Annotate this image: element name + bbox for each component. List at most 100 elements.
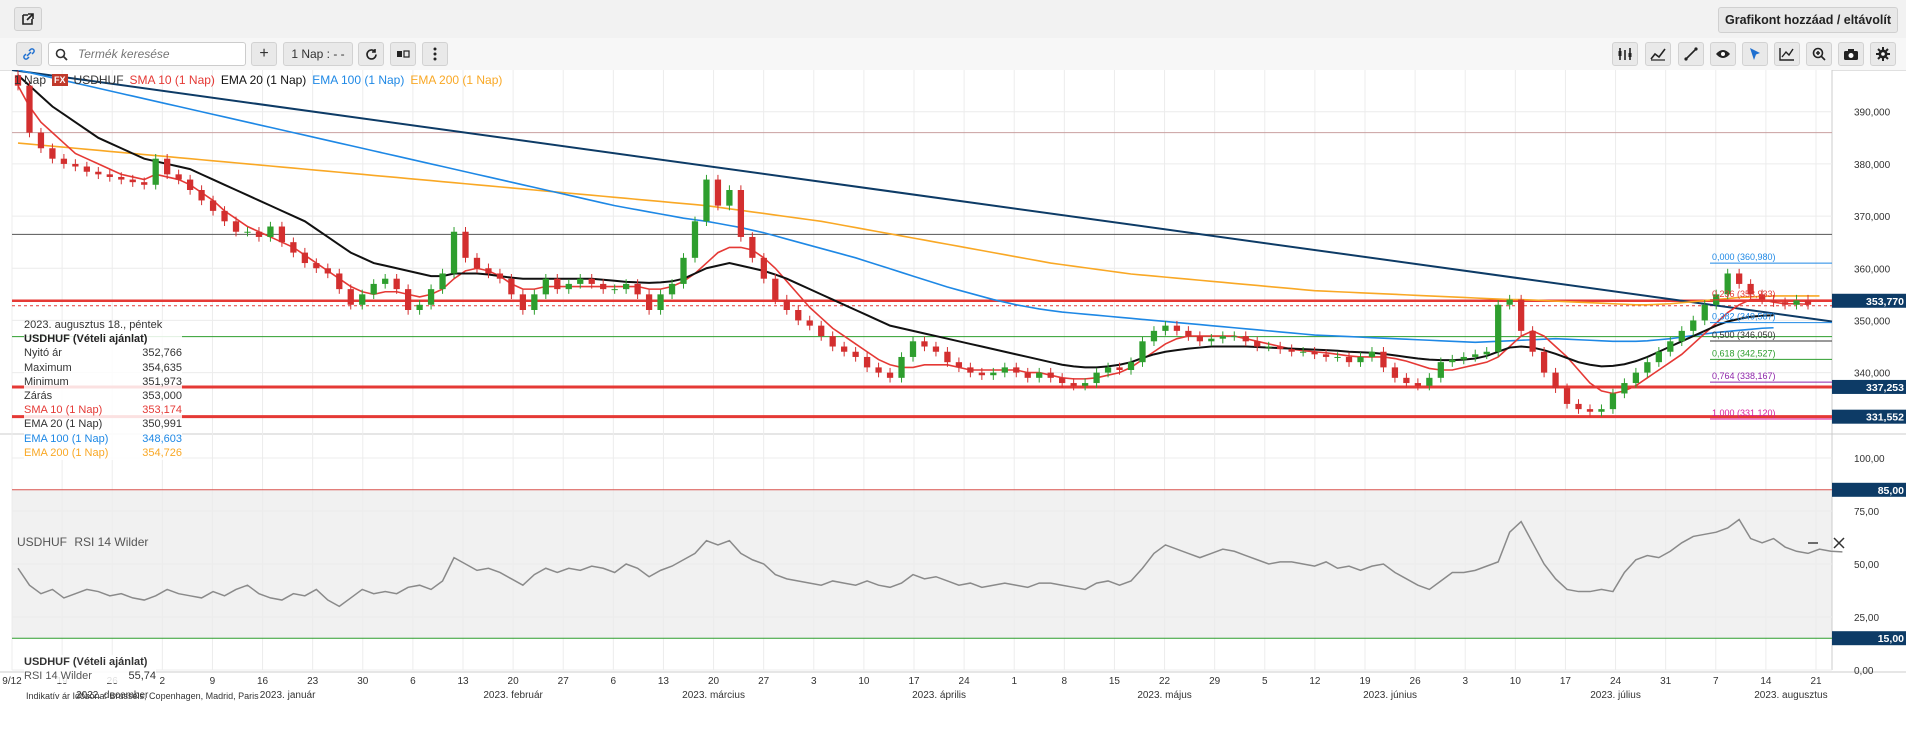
x-month-label: 2023. augusztus	[1754, 690, 1827, 701]
candle	[1242, 336, 1249, 342]
studies-icon	[1650, 48, 1666, 61]
popout-button[interactable]	[14, 7, 42, 31]
legend-ema20[interactable]: EMA 20 (1 Nap)	[220, 73, 307, 87]
candle	[175, 174, 182, 180]
candle	[932, 346, 940, 352]
current-price-badge: 353,770	[1866, 296, 1904, 308]
x-tick-label: 21	[1810, 676, 1822, 687]
candle	[990, 372, 997, 376]
candle	[955, 362, 963, 368]
candle	[1391, 367, 1399, 378]
more-button[interactable]	[422, 42, 448, 66]
indicators-button[interactable]	[1612, 42, 1638, 66]
candle	[1231, 336, 1238, 338]
zoom-button[interactable]	[1806, 42, 1832, 66]
fib-label: 0,000 (360,980)	[1712, 252, 1776, 262]
candle	[1013, 367, 1020, 373]
x-tick-label: 3	[1462, 676, 1468, 687]
candle	[1736, 273, 1743, 284]
cursor-button[interactable]	[1742, 42, 1768, 66]
chart-style-button[interactable]	[1774, 42, 1800, 66]
candle	[267, 226, 274, 237]
candle	[657, 294, 664, 310]
x-month-label: 2023. június	[1363, 690, 1417, 701]
price-chart[interactable]: 0,000 (360,980) 0,236 (353,933) 0,382 (349…	[0, 70, 1906, 730]
candle	[278, 226, 286, 243]
legend-ema100[interactable]: EMA 100 (1 Nap)	[312, 73, 405, 87]
candle	[485, 268, 492, 274]
candle	[164, 158, 171, 175]
chart-type-button[interactable]	[390, 42, 416, 66]
candle	[703, 179, 710, 222]
rsi-high-badge-bg	[1832, 482, 1906, 497]
legend-symbol[interactable]: USDHUF	[73, 73, 124, 87]
x-tick-label: 3	[811, 676, 817, 687]
x-tick-label: 14	[1760, 676, 1772, 687]
legend-sma10[interactable]: SMA 10 (1 Nap)	[129, 73, 215, 87]
draw-line-button[interactable]	[1678, 42, 1704, 66]
candle	[462, 231, 469, 258]
candle	[1793, 299, 1800, 305]
candle	[14, 75, 22, 86]
candle	[1288, 349, 1295, 352]
tooltip-row: EMA 100 (1 Nap) 348,603	[24, 432, 182, 445]
candle	[508, 278, 515, 295]
x-tick-label: 12	[1309, 676, 1321, 687]
x-tick-label: 1	[1011, 676, 1017, 687]
candle	[668, 283, 676, 295]
horizontal-levels	[12, 132, 1832, 419]
candle	[1506, 299, 1513, 305]
y-tick-label: 370,000	[1854, 212, 1891, 223]
x-month-label: 2022. december	[76, 690, 149, 701]
indicators-icon	[1618, 48, 1632, 60]
candle	[416, 304, 423, 310]
studies-button[interactable]	[1645, 42, 1671, 66]
candle	[623, 283, 630, 290]
period-selector[interactable]: 1 Nap : - -	[283, 42, 353, 66]
x-tick-label: 24	[1610, 676, 1622, 687]
candle	[1322, 354, 1330, 357]
candle	[1540, 351, 1548, 373]
candle	[1667, 341, 1674, 352]
link-button[interactable]	[16, 42, 42, 66]
candle	[359, 294, 366, 305]
y-tick-label: 390,000	[1854, 108, 1891, 119]
candle	[886, 372, 894, 378]
add-chart-button[interactable]: Grafikont hozzáad / eltávolít	[1718, 7, 1898, 33]
candle	[496, 273, 504, 279]
candle	[60, 158, 68, 164]
fibonacci-levels: 0,000 (360,980) 0,236 (353,933) 0,382 (349…	[1710, 252, 1832, 420]
candle	[726, 190, 733, 206]
candle	[1345, 356, 1353, 363]
rsi-close-button[interactable]	[1832, 536, 1846, 550]
search-input[interactable]	[76, 46, 230, 62]
candle	[875, 367, 882, 373]
candle	[1483, 351, 1490, 355]
candle	[909, 341, 917, 357]
eye-button[interactable]	[1710, 42, 1736, 66]
screenshot-button[interactable]	[1838, 42, 1864, 66]
add-product-button[interactable]: +	[251, 42, 277, 66]
y-tick-label: 360,000	[1854, 264, 1891, 275]
price-axis: 390,000 380,000 370,000 360,000 350,000 340,0…	[1832, 108, 1906, 424]
rsi-symbol[interactable]: USDHUF	[17, 535, 67, 549]
product-search[interactable]	[48, 42, 246, 66]
x-tick-label: 7	[1713, 676, 1719, 687]
settings-button[interactable]	[1870, 42, 1896, 66]
candle	[129, 179, 136, 183]
candle	[382, 278, 389, 284]
candle	[1563, 388, 1571, 404]
top-bar: Grafikont hozzáad / eltávolít	[0, 0, 1906, 39]
candle	[1150, 330, 1158, 342]
candle	[818, 325, 825, 337]
x-tick-label: 13	[457, 676, 469, 687]
x-tick-label: 15	[1109, 676, 1121, 687]
candle	[978, 372, 985, 376]
rsi-minimize-button[interactable]	[1806, 536, 1820, 550]
x-tick-label: 5	[1262, 676, 1268, 687]
ema20-line	[17, 74, 1774, 369]
rsi-indicator-name[interactable]: RSI 14 Wilder	[74, 535, 149, 549]
refresh-button[interactable]	[358, 42, 384, 66]
legend-period: 1 Nap	[14, 73, 47, 87]
legend-ema200[interactable]: EMA 200 (1 Nap)	[410, 73, 503, 87]
